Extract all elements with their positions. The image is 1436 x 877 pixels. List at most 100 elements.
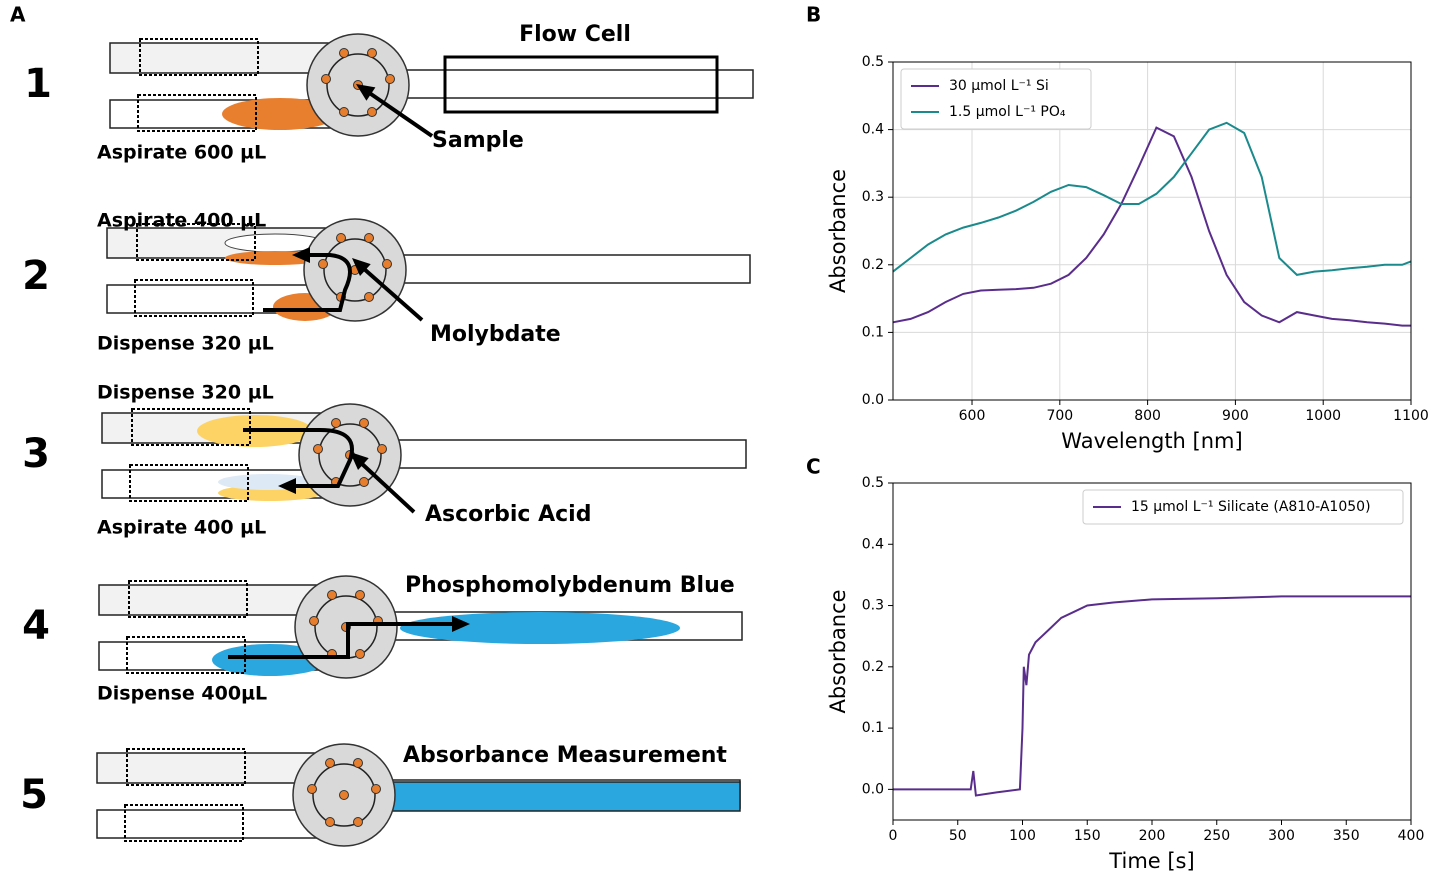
x-tick-label: 50 — [949, 828, 967, 844]
arrow — [228, 622, 452, 659]
syringe-box — [136, 223, 256, 261]
arrow-head — [356, 84, 376, 101]
x-tick-label: 800 — [1134, 408, 1161, 424]
tube — [354, 254, 751, 284]
x-tick-label: 400 — [1398, 828, 1425, 844]
y-axis-label: Absorbance — [826, 169, 850, 293]
y-tick-label: 0.4 — [862, 536, 884, 552]
y-tick-label: 0.0 — [862, 781, 884, 797]
data-line — [893, 595, 1411, 797]
port — [377, 444, 387, 454]
arrow — [358, 460, 416, 514]
tube — [357, 69, 754, 99]
arrow-head — [278, 478, 296, 494]
port — [353, 758, 363, 768]
diagram — [96, 33, 754, 847]
label: Phosphomolybdenum Blue — [405, 573, 735, 598]
legend-label: 15 μmol L⁻¹ Silicate (A810-A1050) — [1131, 499, 1371, 515]
arrow — [243, 428, 354, 488]
arrow — [263, 253, 352, 312]
label: Flow Cell — [519, 22, 631, 47]
step-number: 4 — [22, 603, 50, 649]
port — [339, 790, 349, 800]
port — [339, 48, 349, 58]
y-axis-label: Absorbance — [826, 589, 850, 713]
port — [327, 590, 337, 600]
port — [364, 292, 374, 302]
legend-label: 1.5 μmol L⁻¹ PO₄ — [949, 104, 1066, 120]
syringe-box — [129, 464, 249, 502]
x-axis-label: Time [s] — [1108, 849, 1194, 873]
tube — [349, 439, 747, 469]
fluid — [400, 612, 680, 644]
y-tick-label: 0.3 — [862, 598, 884, 614]
axes-frame — [892, 482, 1412, 821]
fluid — [222, 98, 338, 130]
label: Ascorbic Acid — [425, 502, 591, 527]
port — [385, 74, 395, 84]
port — [382, 259, 392, 269]
x-tick-label: 600 — [959, 408, 986, 424]
label: Absorbance Measurement — [403, 743, 727, 768]
valve-ring — [312, 763, 376, 827]
port — [371, 784, 381, 794]
y-tick-label: 0.2 — [862, 659, 884, 675]
y-tick-label: 0.2 — [862, 257, 884, 273]
port — [367, 48, 377, 58]
label: Aspirate 400 µL — [97, 210, 266, 232]
arrow-head — [352, 258, 371, 276]
syringe-box — [124, 804, 244, 842]
legend-box — [900, 68, 1092, 130]
arrow — [366, 90, 434, 138]
valve-ring — [326, 53, 390, 117]
y-tick-label: 0.1 — [862, 720, 884, 736]
y-tick-label: 0.5 — [862, 475, 884, 491]
plot-area — [893, 483, 1411, 820]
arrow-head — [452, 616, 470, 632]
panel-label: C — [806, 455, 821, 479]
x-tick-label: 200 — [1139, 828, 1166, 844]
y-tick-label: 0.4 — [862, 122, 884, 138]
label: Aspirate 400 µL — [97, 517, 266, 539]
syringe-box — [139, 38, 259, 76]
port — [336, 233, 346, 243]
valve-ring — [323, 238, 387, 302]
x-tick-label: 700 — [1046, 408, 1073, 424]
port — [325, 758, 335, 768]
axes-frame — [892, 61, 1412, 401]
step-number: 5 — [20, 772, 48, 818]
port — [321, 74, 331, 84]
flow-cell — [443, 55, 719, 114]
panel-label: B — [806, 3, 821, 27]
y-tick-label: 0.5 — [862, 54, 884, 70]
x-tick-label: 1100 — [1393, 408, 1429, 424]
port — [367, 107, 377, 117]
x-tick-label: 350 — [1333, 828, 1360, 844]
syringe-box — [128, 580, 248, 618]
legend-box — [1082, 489, 1404, 525]
x-tick-label: 100 — [1009, 828, 1036, 844]
label: Dispense 320 µL — [97, 382, 274, 404]
port — [309, 616, 319, 626]
data-line — [892, 121, 1412, 276]
x-tick-label: 250 — [1203, 828, 1230, 844]
label: Sample — [432, 128, 524, 153]
step-number: 3 — [22, 431, 50, 477]
syringe-box — [137, 94, 257, 132]
port — [307, 784, 317, 794]
x-tick-label: 300 — [1268, 828, 1295, 844]
port — [331, 418, 341, 428]
y-tick-label: 0.1 — [862, 324, 884, 340]
data-line — [892, 126, 1411, 327]
y-tick-label: 0.3 — [862, 189, 884, 205]
port — [355, 590, 365, 600]
fluid — [212, 644, 328, 676]
x-tick-label: 900 — [1222, 408, 1249, 424]
arrow-head — [350, 452, 369, 470]
x-tick-label: 1000 — [1305, 408, 1341, 424]
arrow-head — [292, 247, 310, 263]
step-number: 1 — [24, 61, 52, 107]
arrow — [361, 266, 424, 322]
label: Dispense 320 µL — [97, 333, 274, 355]
